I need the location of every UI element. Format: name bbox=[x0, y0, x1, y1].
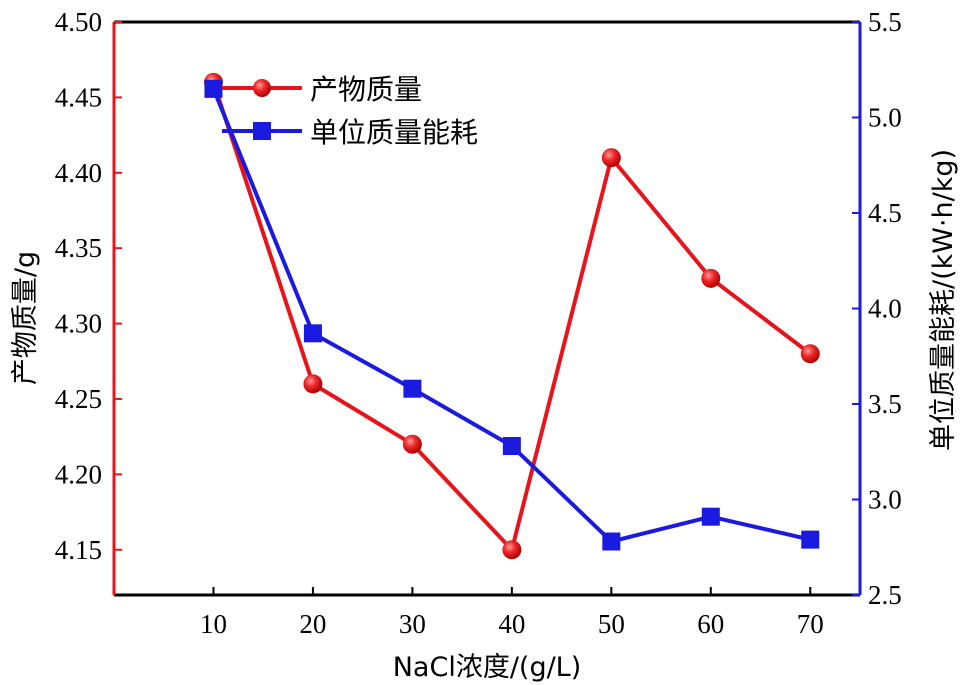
energy-point bbox=[204, 79, 223, 98]
x-tick-label: 40 bbox=[498, 609, 525, 639]
energy-point bbox=[701, 507, 720, 526]
x-tick-label: 60 bbox=[697, 609, 724, 639]
left-y-tick-label: 4.25 bbox=[55, 384, 102, 414]
energy-point bbox=[502, 437, 521, 456]
series-markers bbox=[203, 72, 820, 560]
product-mass-point bbox=[502, 540, 522, 560]
legend: 产物质量 单位质量能耗 bbox=[222, 73, 478, 149]
right-y-tick-label: 4.0 bbox=[868, 294, 902, 324]
x-tick-label: 20 bbox=[299, 609, 326, 639]
left-y-tick-label: 4.40 bbox=[55, 158, 102, 188]
left-y-tick-label: 4.15 bbox=[55, 535, 102, 565]
energy-point bbox=[403, 379, 422, 398]
right-y-tick-label: 2.5 bbox=[868, 580, 902, 610]
left-y-tick-label: 4.50 bbox=[55, 7, 102, 37]
right-y-tick-label: 5.5 bbox=[868, 7, 902, 37]
product-mass-point bbox=[402, 434, 422, 454]
product-mass-point bbox=[303, 374, 323, 394]
product-mass-point bbox=[601, 148, 621, 168]
left-y-tick-label: 4.30 bbox=[55, 309, 102, 339]
product-mass-point bbox=[701, 268, 721, 288]
series-line-energy bbox=[211, 88, 811, 544]
left-y-tick-label: 4.35 bbox=[55, 233, 102, 263]
legend-marker-product-mass bbox=[253, 79, 271, 97]
x-tick-label: 10 bbox=[200, 609, 227, 639]
right-y-tick-label: 3.5 bbox=[868, 389, 902, 419]
tick-labels: 10 20 30 40 50 60 70 4.15 4.20 4.25 4.30 4.35 4.40 4.… bbox=[55, 7, 902, 639]
tick-marks bbox=[114, 21, 860, 596]
legend-label-energy: 单位质量能耗 bbox=[310, 116, 478, 149]
series-line-product-mass bbox=[211, 81, 812, 552]
right-y-tick-label: 4.5 bbox=[868, 198, 902, 228]
x-tick-label: 50 bbox=[598, 609, 625, 639]
right-y-tick-label: 5.0 bbox=[868, 103, 902, 133]
energy-point bbox=[303, 324, 322, 343]
x-tick-label: 70 bbox=[797, 609, 824, 639]
left-axis-title: 产物质量/g bbox=[10, 251, 41, 385]
x-tick-label: 30 bbox=[399, 609, 426, 639]
series-lines bbox=[211, 81, 812, 552]
left-y-tick-label: 4.20 bbox=[55, 459, 102, 489]
right-axis-title: 单位质量能耗/(kW·h/kg) bbox=[928, 149, 959, 451]
legend-label-product-mass: 产物质量 bbox=[310, 73, 422, 106]
energy-point bbox=[602, 532, 621, 551]
energy-point bbox=[801, 530, 820, 549]
right-y-tick-label: 3.0 bbox=[868, 485, 902, 515]
legend-marker-energy bbox=[253, 122, 271, 140]
x-axis-title: NaCl浓度/(g/L) bbox=[393, 652, 582, 683]
product-mass-point bbox=[800, 344, 820, 364]
left-y-tick-label: 4.45 bbox=[55, 82, 102, 112]
